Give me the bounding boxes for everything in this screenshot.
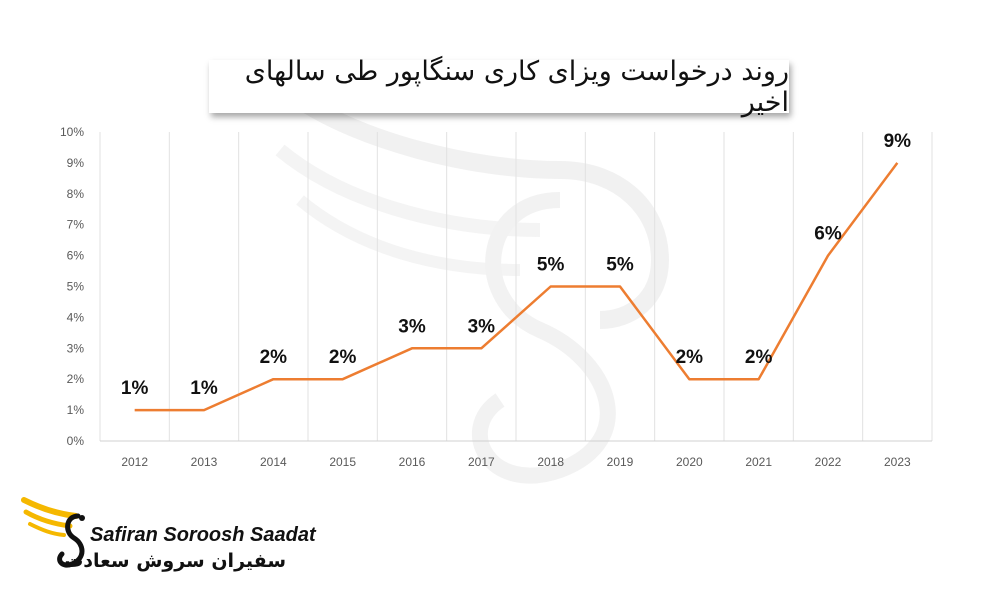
data-label: 5% [606,255,634,276]
logo-name-english: Safiran Soroosh Saadat [90,524,316,546]
y-tick-label: 3% [67,341,85,355]
x-axis-ticks: 2012 2013 2014 2015 2016 2017 2018 2019 2020 2021… [121,455,911,469]
data-label: 9% [884,131,912,152]
data-label: 2% [676,347,704,368]
data-label: 3% [468,316,496,337]
data-label: 1% [121,378,149,399]
y-tick-label: 2% [67,372,85,386]
x-tick-label: 2016 [399,455,426,469]
x-tick-label: 2020 [676,455,703,469]
data-label: 3% [398,316,426,337]
y-tick-label: 10% [60,125,84,139]
watermark-logo [275,92,670,484]
y-tick-label: 6% [67,249,85,263]
x-tick-label: 2012 [121,455,148,469]
y-tick-label: 8% [67,187,85,201]
y-tick-label: 1% [67,403,85,417]
y-tick-label: 9% [67,156,85,170]
logo-name-persian: سفیران سروش سعادت [64,550,286,572]
data-labels: 1% 1% 2% 2% 3% 3% 5% 5% 2% 2% 6% 9% [121,131,911,399]
data-label: 1% [190,378,218,399]
wing-logo-icon [21,497,85,568]
x-tick-label: 2018 [537,455,564,469]
x-tick-label: 2013 [191,455,218,469]
x-tick-label: 2022 [815,455,842,469]
data-label: 2% [260,347,288,368]
data-label: 6% [814,224,842,245]
y-tick-label: 4% [67,310,85,324]
chart-title: روند درخواست ویزای کاری سنگاپور طی سالها… [244,55,789,118]
y-tick-label: 5% [67,280,85,294]
y-axis-ticks: 0% 1% 2% 3% 4% 5% 6% 7% 8% 9% 10% [60,125,84,448]
x-tick-label: 2023 [884,455,911,469]
x-tick-label: 2014 [260,455,287,469]
chart-title-box: روند درخواست ویزای کاری سنگاپور طی سالها… [209,56,789,118]
y-tick-label: 0% [67,434,85,448]
x-tick-label: 2015 [329,455,356,469]
y-tick-label: 7% [67,218,85,232]
x-tick-label: 2019 [607,455,634,469]
series-line [134,162,899,412]
data-label: 2% [745,347,773,368]
data-label: 5% [537,255,565,276]
data-label: 2% [329,347,357,368]
gridlines [99,132,933,441]
x-tick-label: 2017 [468,455,495,469]
brand-logo: Safiran Soroosh Saadat سفیران سروش سعادت [20,494,316,584]
x-tick-label: 2021 [745,455,772,469]
